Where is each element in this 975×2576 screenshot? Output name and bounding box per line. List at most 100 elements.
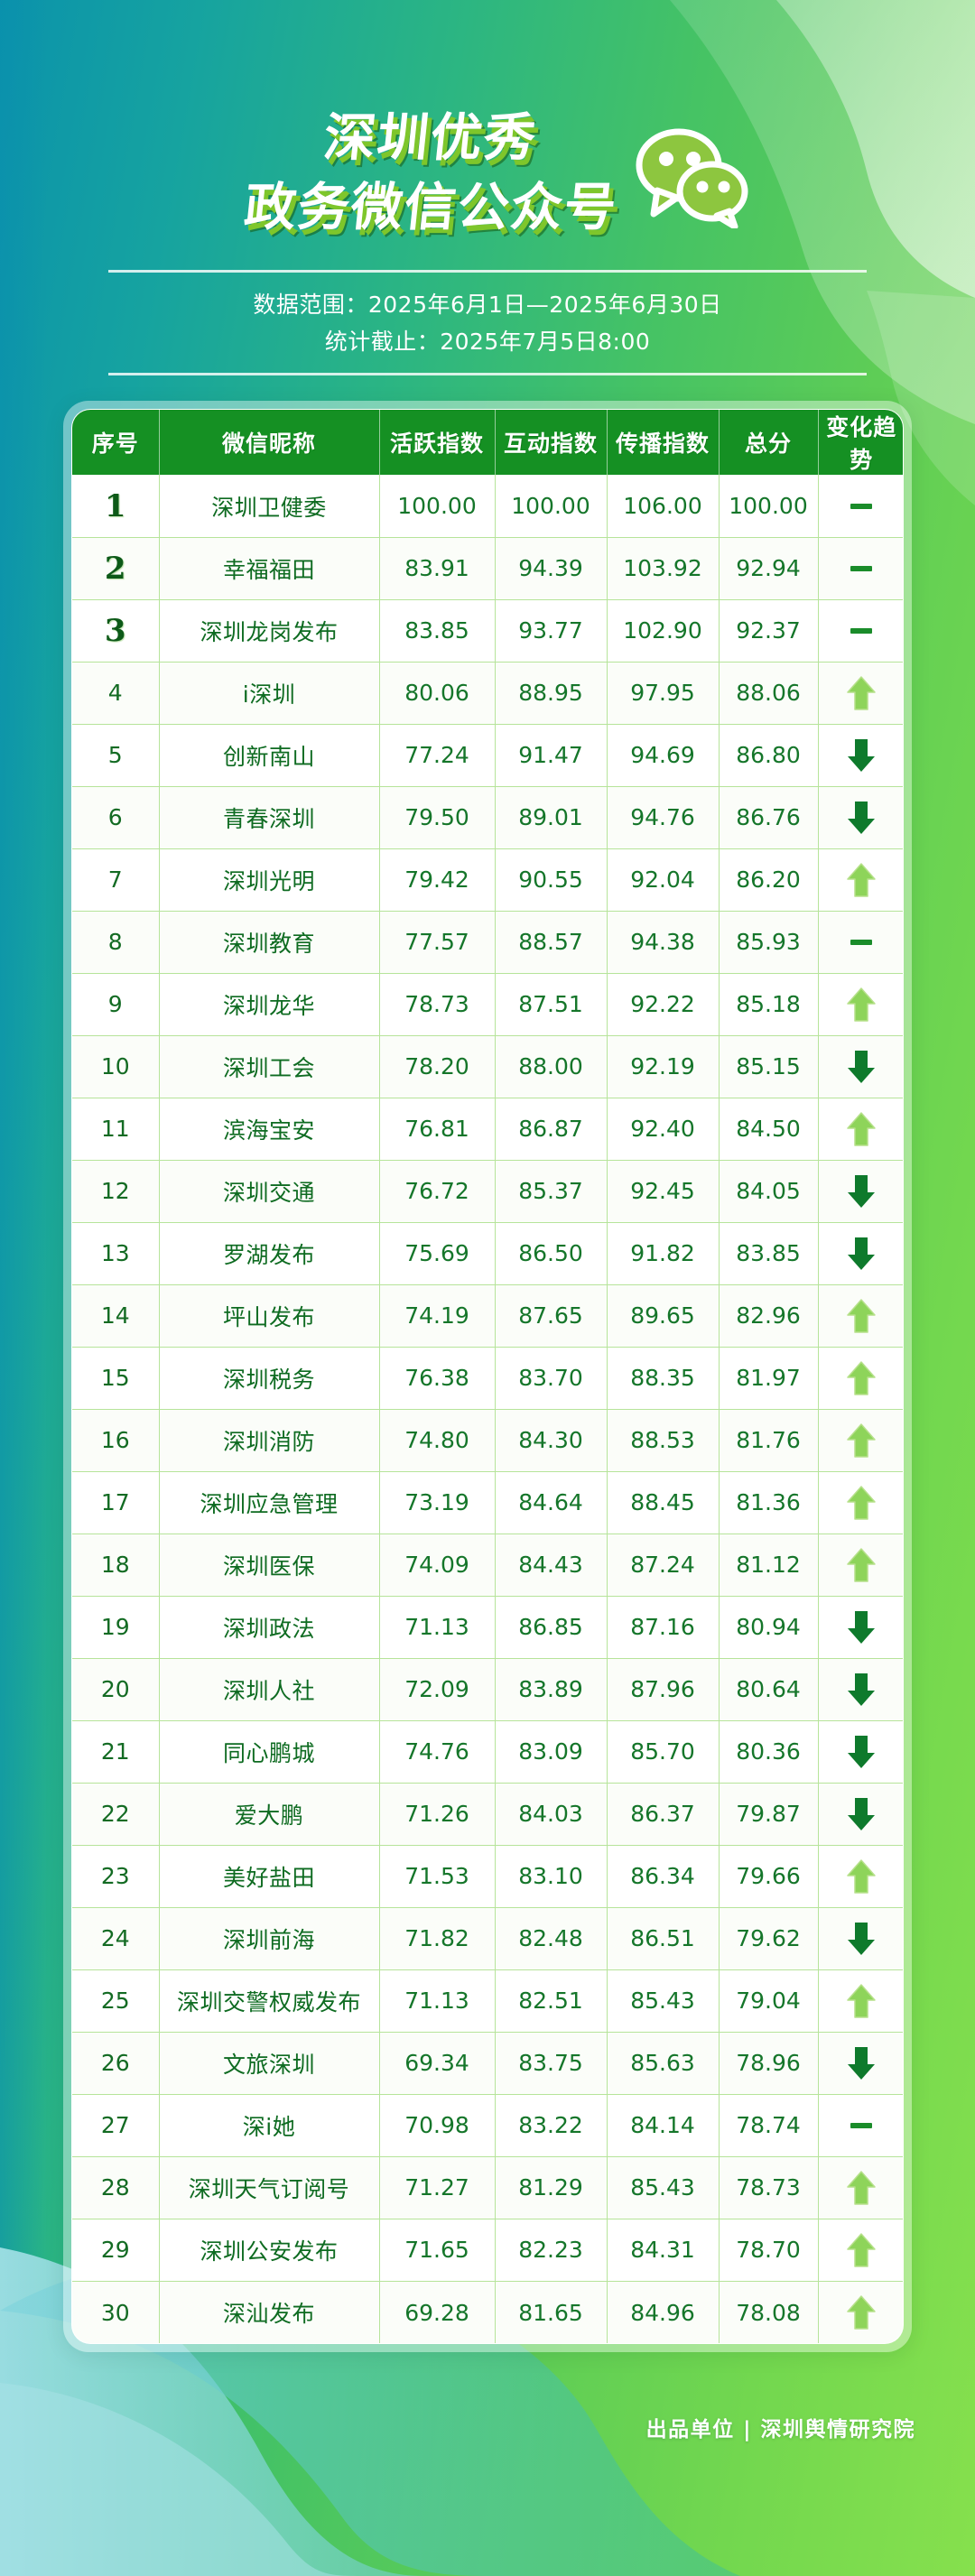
cell-name: 深圳人社 — [159, 1658, 380, 1721]
cell-spread: 85.63 — [607, 2032, 720, 2095]
cell-interact: 86.85 — [495, 1596, 608, 1659]
cell-trend — [818, 1160, 903, 1223]
trend-up-icon — [846, 1485, 877, 1521]
cell-rank: 16 — [72, 1409, 160, 1472]
table-row: 7 深圳光明 79.42 90.55 92.04 86.20 — [72, 848, 903, 912]
trend-down-icon — [846, 1921, 877, 1957]
table-row: 20 深圳人社 72.09 83.89 87.96 80.64 — [72, 1658, 903, 1721]
cell-trend — [818, 1409, 903, 1472]
page-header: 深圳优秀 政务微信公众号 数据范围：2025年6月1日—2025年6月30日 统… — [0, 0, 975, 376]
trend-down-icon — [846, 1049, 877, 1085]
table-row: 5 创新南山 77.24 91.47 94.69 86.80 — [72, 724, 903, 787]
cell-trend — [818, 973, 903, 1036]
cell-trend — [818, 848, 903, 912]
cell-total: 81.97 — [719, 1347, 819, 1410]
cell-spread: 88.53 — [607, 1409, 720, 1472]
column-header-rank: 序号 — [72, 410, 160, 476]
cell-trend — [818, 537, 903, 600]
cell-spread: 87.96 — [607, 1658, 720, 1721]
table-body: 1 深圳卫健委 100.00 100.00 106.00 100.00 2 幸福福田 83.91… — [72, 475, 903, 2344]
cell-rank: 22 — [72, 1783, 160, 1846]
trend-up-icon — [846, 1547, 877, 1583]
footer-credit: 出品单位 | 深圳舆情研究院 — [645, 2418, 915, 2442]
cell-trend — [818, 1471, 903, 1534]
cell-name: 深圳税务 — [159, 1347, 380, 1410]
column-header-interact: 互动指数 — [495, 410, 608, 476]
cell-name: 深圳光明 — [159, 848, 380, 912]
cell-total: 78.73 — [719, 2156, 819, 2219]
cell-active: 80.06 — [379, 662, 496, 725]
cell-active: 76.38 — [379, 1347, 496, 1410]
cell-spread: 89.65 — [607, 1284, 720, 1348]
trend-down-icon — [846, 737, 877, 774]
column-header-trend: 变化趋势 — [818, 410, 903, 476]
cell-trend — [818, 1720, 903, 1784]
cell-interact: 84.03 — [495, 1783, 608, 1846]
cell-total: 85.93 — [719, 911, 819, 974]
cell-spread: 85.70 — [607, 1720, 720, 1784]
table-row: 17 深圳应急管理 73.19 84.64 88.45 81.36 — [72, 1471, 903, 1534]
cell-trend — [818, 1596, 903, 1659]
trend-up-icon — [846, 1298, 877, 1334]
trend-flat-icon — [846, 924, 877, 960]
cell-name: 坪山发布 — [159, 1284, 380, 1348]
cell-rank: 20 — [72, 1658, 160, 1721]
column-header-name: 微信昵称 — [159, 410, 380, 476]
cell-active: 70.98 — [379, 2094, 496, 2157]
cell-name: 创新南山 — [159, 724, 380, 787]
cell-spread: 106.00 — [607, 475, 720, 538]
cell-total: 85.15 — [719, 1035, 819, 1098]
cell-interact: 93.77 — [495, 599, 608, 663]
cell-spread: 84.31 — [607, 2219, 720, 2282]
cell-rank: 13 — [72, 1222, 160, 1285]
trend-up-icon — [846, 2294, 877, 2330]
cell-active: 77.57 — [379, 911, 496, 974]
cell-interact: 87.65 — [495, 1284, 608, 1348]
cell-spread: 84.14 — [607, 2094, 720, 2157]
table-row: 19 深圳政法 71.13 86.85 87.16 80.94 — [72, 1596, 903, 1659]
cell-name: 深圳天气订阅号 — [159, 2156, 380, 2219]
cell-trend — [818, 1347, 903, 1410]
cell-spread: 86.51 — [607, 1907, 720, 1970]
trend-flat-icon — [846, 2108, 877, 2144]
cell-total: 81.76 — [719, 1409, 819, 1472]
cell-trend — [818, 1284, 903, 1348]
column-header-total: 总分 — [719, 410, 819, 476]
cell-rank: 26 — [72, 2032, 160, 2095]
cell-name: 深圳教育 — [159, 911, 380, 974]
cell-spread: 86.37 — [607, 1783, 720, 1846]
cell-name: 深圳公安发布 — [159, 2219, 380, 2282]
cell-interact: 87.51 — [495, 973, 608, 1036]
table-row: 14 坪山发布 74.19 87.65 89.65 82.96 — [72, 1284, 903, 1348]
ranking-table: 序号 微信昵称 活跃指数 互动指数 传播指数 总分 变化趋势 1 深圳卫健委 100… — [72, 410, 903, 2344]
cell-total: 78.08 — [719, 2281, 819, 2344]
cell-name: 同心鹏城 — [159, 1720, 380, 1784]
cell-spread: 92.40 — [607, 1098, 720, 1161]
column-header-active: 活跃指数 — [379, 410, 496, 476]
trend-down-icon — [846, 1672, 877, 1708]
cell-total: 78.70 — [719, 2219, 819, 2282]
cell-rank: 30 — [72, 2281, 160, 2344]
trend-down-icon — [846, 2045, 877, 2081]
cell-rank: 25 — [72, 1969, 160, 2033]
page-title: 深圳优秀 政务微信公众号 — [241, 107, 620, 239]
trend-up-icon — [846, 987, 877, 1023]
cell-spread: 102.90 — [607, 599, 720, 663]
cell-spread: 92.45 — [607, 1160, 720, 1223]
cell-total: 100.00 — [719, 475, 819, 538]
cell-rank: 6 — [72, 786, 160, 849]
table-row: 25 深圳交警权威发布 71.13 82.51 85.43 79.04 — [72, 1969, 903, 2033]
cell-name: 深圳医保 — [159, 1534, 380, 1597]
cell-trend — [818, 2219, 903, 2282]
cell-trend — [818, 475, 903, 538]
cell-active: 69.28 — [379, 2281, 496, 2344]
table-row: 28 深圳天气订阅号 71.27 81.29 85.43 78.73 — [72, 2156, 903, 2219]
cell-active: 74.80 — [379, 1409, 496, 1472]
cell-rank: 2 — [72, 537, 160, 600]
trend-up-icon — [846, 1422, 877, 1459]
trend-up-icon — [846, 1111, 877, 1147]
cell-total: 83.85 — [719, 1222, 819, 1285]
cell-active: 78.73 — [379, 973, 496, 1036]
table-row: 27 深i她 70.98 83.22 84.14 78.74 — [72, 2094, 903, 2157]
cell-rank: 24 — [72, 1907, 160, 1970]
